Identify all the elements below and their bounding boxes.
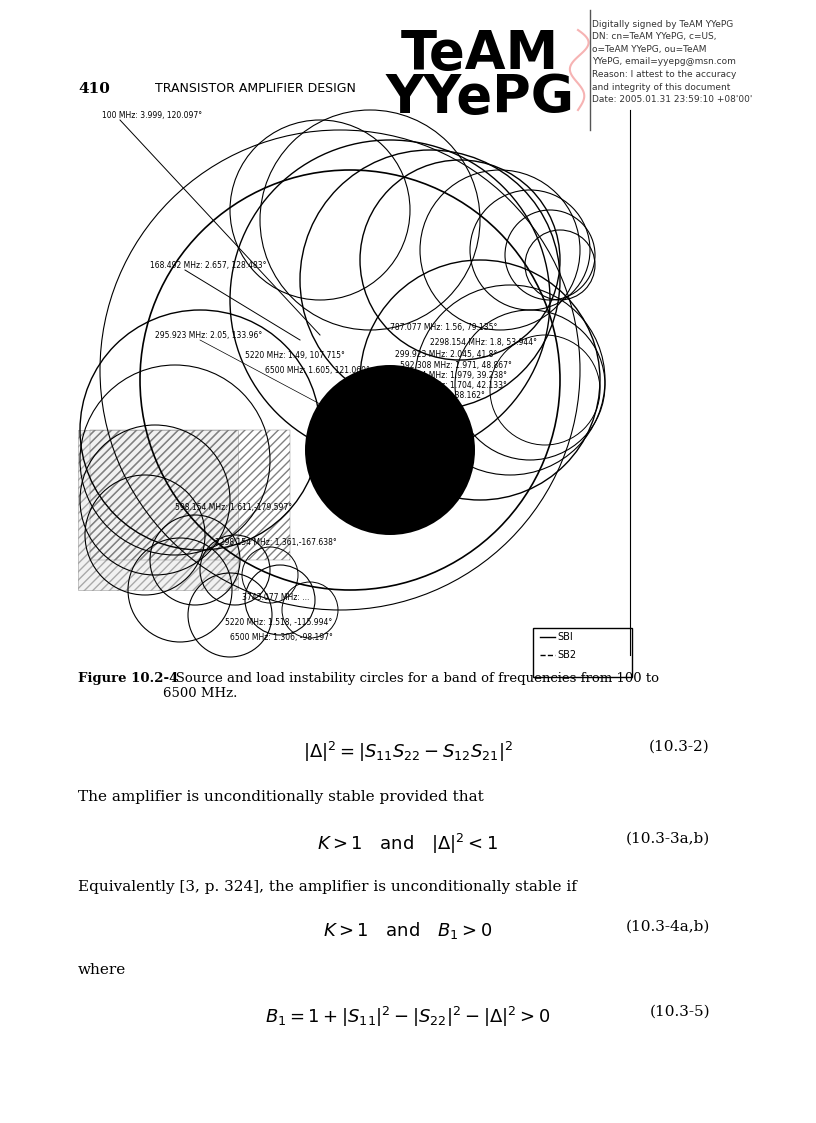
Text: The amplifier is unconditionally stable provided that: The amplifier is unconditionally stable … — [78, 789, 484, 804]
Text: SBI: SBI — [557, 632, 573, 642]
Text: 3743.077 MHz: ...: 3743.077 MHz: ... — [242, 593, 309, 602]
Text: 299.923 MHz: 2.045, 41.8°: 299.923 MHz: 2.045, 41.8° — [395, 350, 497, 359]
Text: TeAM: TeAM — [401, 28, 559, 80]
Text: (10.3-5): (10.3-5) — [650, 1005, 710, 1019]
Text: TRANSISTOR AMPLIFIER DESIGN: TRANSISTOR AMPLIFIER DESIGN — [155, 82, 356, 95]
Text: 100 MHz: 3.999, 120.097°: 100 MHz: 3.999, 120.097° — [102, 111, 202, 120]
Text: Figure 10.2-4: Figure 10.2-4 — [78, 672, 179, 685]
Text: where: where — [78, 964, 126, 977]
Text: 6500 MHz: 1.306, -98.197°: 6500 MHz: 1.306, -98.197° — [230, 633, 333, 642]
Text: 168.492 MHz: 1.704, 42.133°: 168.492 MHz: 1.704, 42.133° — [395, 381, 507, 390]
Text: 598.154 MHz: 1.611,-179.597°: 598.154 MHz: 1.611,-179.597° — [175, 503, 292, 512]
Text: 6500 MHz: 1.605, 121.060°: 6500 MHz: 1.605, 121.060° — [265, 366, 370, 375]
Text: 168.492 MHz: 2.657, 128.483°: 168.492 MHz: 2.657, 128.483° — [150, 261, 267, 270]
Text: $K > 1\quad\mathrm{and}\quad B_1 > 0$: $K > 1\quad\mathrm{and}\quad B_1 > 0$ — [323, 920, 493, 941]
Text: Equivalently [3, p. 324], the amplifier is unconditionally stable if: Equivalently [3, p. 324], the amplifier … — [78, 880, 577, 894]
Text: 410: 410 — [78, 82, 110, 95]
Text: (10.3-3a,b): (10.3-3a,b) — [626, 832, 710, 846]
Text: SB2: SB2 — [557, 650, 576, 660]
Text: 986.154 MHz: 1.979, 39.238°: 986.154 MHz: 1.979, 39.238° — [395, 371, 507, 380]
Text: Source and load instability circles for a band of frequencies from 100 to
6500 M: Source and load instability circles for … — [163, 672, 659, 700]
Text: (10.3-4a,b): (10.3-4a,b) — [626, 920, 710, 934]
Text: 592.308 MHz: 1.971, 48.867°: 592.308 MHz: 1.971, 48.867° — [400, 360, 512, 369]
Text: Digitally signed by TeAM YYePG
DN: cn=TeAM YYePG, c=US,
o=TeAM YYePG, ou=TeAM
YY: Digitally signed by TeAM YYePG DN: cn=Te… — [592, 20, 752, 104]
Text: 295.923 MHz: 2.05, 133.96°: 295.923 MHz: 2.05, 133.96° — [155, 331, 262, 340]
Text: 787.077 MHz: 1.56, 79.135°: 787.077 MHz: 1.56, 79.135° — [390, 323, 498, 332]
Text: 2298.154 MHz: 1.8, 53.944°: 2298.154 MHz: 1.8, 53.944° — [430, 338, 537, 347]
Text: $|\Delta|^2 = |S_{11}S_{22} - S_{12}S_{21}|^2$: $|\Delta|^2 = |S_{11}S_{22} - S_{12}S_{2… — [303, 740, 513, 764]
Text: $K > 1\quad\mathrm{and}\quad|\Delta|^2 < 1$: $K > 1\quad\mathrm{and}\quad|\Delta|^2 <… — [317, 832, 499, 856]
Bar — [90, 430, 290, 560]
Bar — [78, 430, 238, 590]
FancyBboxPatch shape — [533, 628, 632, 677]
Circle shape — [305, 365, 475, 535]
Text: YYePG: YYePG — [385, 72, 574, 124]
Text: 5220 MHz: 1.518, -115.994°: 5220 MHz: 1.518, -115.994° — [225, 618, 332, 627]
Text: $B_1 = 1 + |S_{11}|^2 - |S_{22}|^2 - |\Delta|^2 > 0$: $B_1 = 1 + |S_{11}|^2 - |S_{22}|^2 - |\D… — [265, 1005, 551, 1029]
Text: 100 MHz: 1.591, 38.162°: 100 MHz: 1.591, 38.162° — [390, 391, 485, 400]
Text: 5220 MHz: 1.49, 107.715°: 5220 MHz: 1.49, 107.715° — [245, 351, 345, 360]
Text: 2298.154 MHz: 1.361,-167.638°: 2298.154 MHz: 1.361,-167.638° — [215, 538, 337, 547]
Text: (10.3-2): (10.3-2) — [650, 740, 710, 754]
